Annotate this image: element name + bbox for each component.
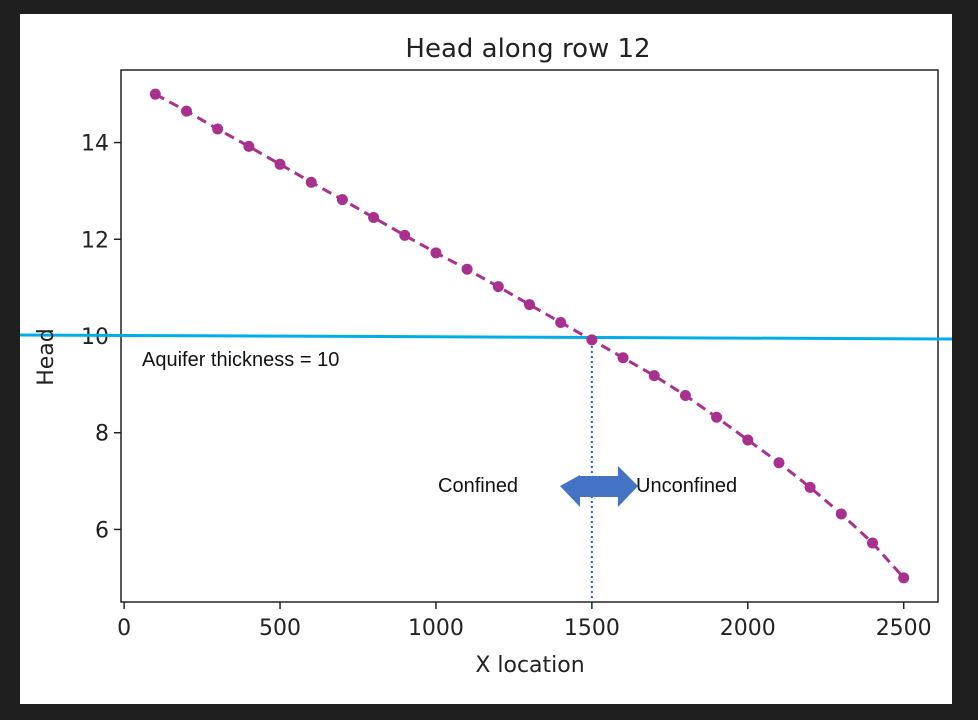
data-point: [773, 457, 785, 469]
data-point: [835, 508, 847, 520]
y-tick-label: 14: [81, 132, 109, 157]
y-tick-label: 10: [81, 325, 109, 350]
aquifer-thickness-line: [20, 333, 952, 341]
y-tick-label: 12: [81, 228, 109, 253]
data-point: [617, 352, 629, 364]
data-point: [461, 263, 473, 275]
data-point: [180, 105, 192, 117]
data-point: [898, 572, 910, 584]
y-tick-label: 8: [95, 422, 109, 447]
data-point: [492, 281, 504, 293]
data-point: [867, 537, 879, 549]
data-point: [804, 481, 816, 493]
figure: Head along row 12 0 500 1000 1500 2000 2500 6 8…: [20, 14, 952, 704]
data-point: [274, 158, 286, 170]
x-tick-label: 500: [259, 616, 301, 641]
data-point: [305, 176, 317, 188]
data-point: [368, 212, 380, 224]
head-profile-chart: Head along row 12 0 500 1000 1500 2000 2500 6 8…: [20, 34, 952, 678]
x-tick-label: 0: [117, 616, 131, 641]
y-axis-label: Head: [34, 328, 59, 386]
x-tick-label: 2000: [720, 616, 776, 641]
data-point: [430, 247, 442, 259]
data-point: [149, 88, 161, 100]
x-tick-label: 1500: [564, 616, 620, 641]
aquifer-thickness-label: Aquifer thickness = 10: [142, 349, 339, 371]
data-point: [555, 316, 567, 328]
series-head: [149, 88, 910, 584]
data-point: [648, 370, 660, 382]
unconfined-label: Unconfined: [636, 475, 737, 497]
x-axis-label: X location: [475, 653, 584, 678]
y-tick-label: 6: [95, 518, 109, 543]
data-point: [399, 229, 411, 241]
data-point: [586, 334, 598, 346]
data-point: [212, 123, 224, 135]
x-tick-label: 1000: [408, 616, 464, 641]
data-point: [679, 389, 691, 401]
data-point: [243, 140, 255, 152]
confined-label: Confined: [438, 475, 518, 497]
chart-title: Head along row 12: [405, 34, 650, 64]
x-tick-label: 2500: [876, 616, 932, 641]
arrow-right-icon: [597, 466, 638, 507]
data-point: [742, 434, 754, 446]
data-point: [336, 194, 348, 206]
data-point: [524, 299, 535, 311]
axis-ticks: 0 500 1000 1500 2000 2500 6 8 10 12 14: [81, 132, 932, 641]
data-point: [711, 411, 723, 423]
arrow-left-icon: [560, 475, 601, 507]
